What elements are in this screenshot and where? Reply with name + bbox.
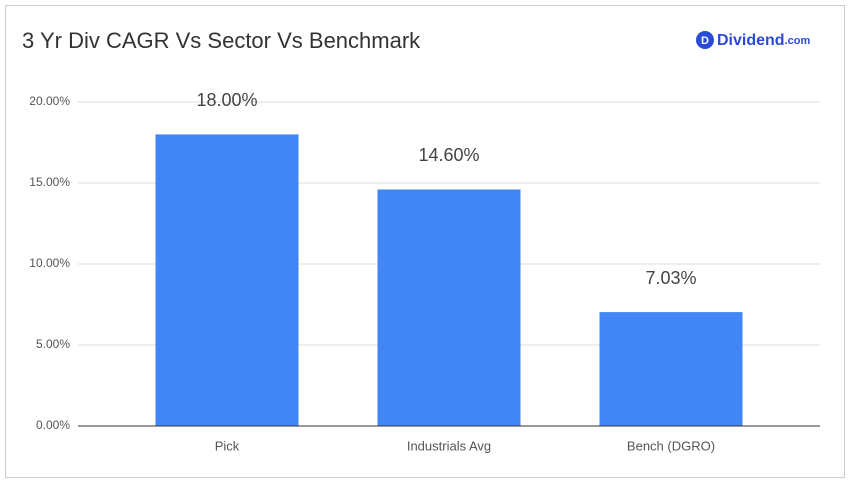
y-tick-label: 0.00%: [36, 418, 70, 432]
x-tick-label: Pick: [215, 438, 240, 453]
brand-icon: D: [701, 35, 709, 47]
y-tick-label: 10.00%: [29, 256, 70, 270]
brand-icon-circle: [696, 31, 714, 49]
bar: [155, 134, 299, 426]
x-tick-label: Industrials Avg: [407, 438, 491, 453]
value-label: 7.03%: [645, 268, 696, 288]
bar: [377, 189, 521, 426]
chart-title: 3 Yr Div CAGR Vs Sector Vs Benchmark: [22, 28, 421, 53]
value-label: 18.00%: [196, 90, 257, 110]
brand-name: Dividend.com: [717, 32, 810, 49]
y-tick-label: 5.00%: [36, 337, 70, 351]
brand-name-main: Dividend: [717, 32, 785, 49]
x-tick-label: Bench (DGRO): [627, 438, 715, 453]
y-tick-label: 15.00%: [29, 175, 70, 189]
brand-suffix: .com: [785, 35, 811, 47]
bar: [599, 312, 743, 426]
brand-logo: D Dividend.com: [696, 31, 810, 49]
value-label: 14.60%: [418, 145, 479, 165]
y-tick-label: 20.00%: [29, 94, 70, 108]
